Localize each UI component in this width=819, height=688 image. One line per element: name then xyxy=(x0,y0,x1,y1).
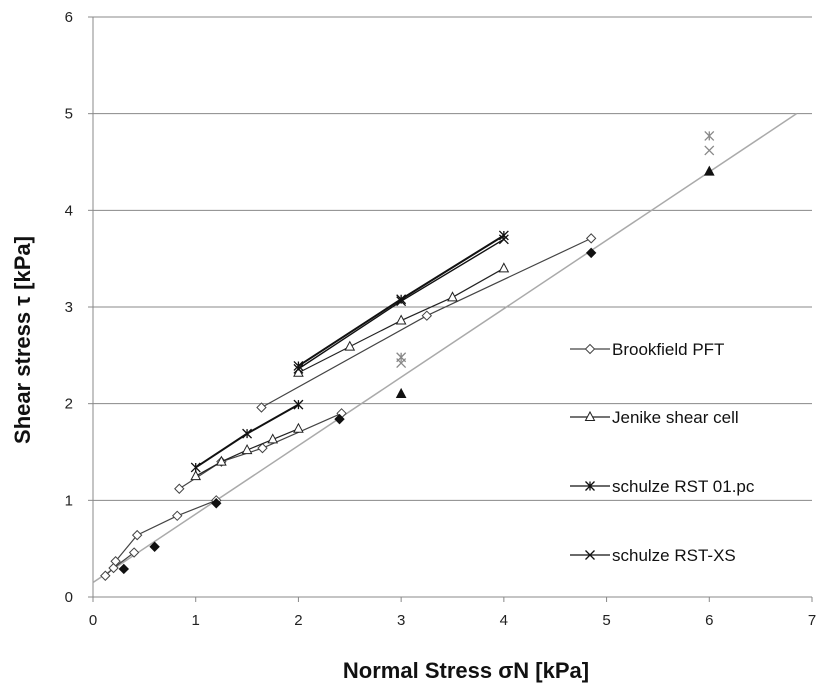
legend-item: schulze RST 01.pc xyxy=(570,477,755,496)
data-point xyxy=(241,443,253,455)
y-tick-label: 1 xyxy=(65,492,73,509)
data-point xyxy=(585,481,595,491)
legend-item: schulze RST-XS xyxy=(570,546,736,565)
data-point xyxy=(293,422,304,433)
data-point xyxy=(334,413,345,425)
legend-label: schulze RST-XS xyxy=(612,546,736,565)
data-point xyxy=(421,310,433,321)
y-tick-label: 3 xyxy=(65,299,73,316)
data-point xyxy=(257,442,268,454)
series-line xyxy=(298,238,505,370)
legend: Brookfield PFT Jenike shear cell schulze R… xyxy=(570,340,755,565)
reference-line xyxy=(92,113,798,584)
data-point xyxy=(396,358,407,369)
legend-label: Brookfield PFT xyxy=(612,340,724,359)
x-tick-label: 4 xyxy=(500,612,508,629)
data-point xyxy=(128,547,140,558)
legend-label: Jenike shear cell xyxy=(612,408,739,427)
data-point xyxy=(118,563,130,575)
reference-line-layer xyxy=(92,113,798,584)
x-tick-label: 7 xyxy=(808,612,816,629)
series-2 xyxy=(190,230,509,473)
legend-item: Jenike shear cell xyxy=(570,408,739,427)
x-axis-title: Normal Stress σN [kPa] xyxy=(343,658,589,683)
data-point xyxy=(498,262,510,273)
series-1 xyxy=(190,262,510,481)
axes xyxy=(88,16,813,602)
data-point xyxy=(216,455,227,466)
data-point xyxy=(395,387,407,398)
data-point xyxy=(293,399,304,410)
data-point xyxy=(704,145,715,156)
y-tick-label: 2 xyxy=(65,396,73,413)
y-tick-label: 6 xyxy=(65,9,73,26)
legend-item: Brookfield PFT xyxy=(570,340,724,359)
data-point xyxy=(256,402,267,413)
series-line xyxy=(261,237,592,409)
data-point xyxy=(131,529,143,541)
data-point xyxy=(149,541,160,552)
x-tick-label: 6 xyxy=(705,612,713,629)
series-layer xyxy=(100,230,597,581)
data-point xyxy=(110,556,121,567)
data-point xyxy=(190,470,202,481)
extra-points-layer xyxy=(118,130,715,575)
gridlines xyxy=(93,16,812,501)
data-point xyxy=(584,410,596,421)
x-tick-label: 5 xyxy=(602,612,610,629)
y-tick-label: 4 xyxy=(65,202,73,219)
data-point xyxy=(703,165,715,176)
data-point xyxy=(174,483,185,494)
data-point xyxy=(242,428,253,439)
y-axis-title: Shear stress τ [kPa] xyxy=(10,236,35,444)
data-point xyxy=(585,247,597,259)
data-point xyxy=(293,363,304,374)
data-point xyxy=(396,294,407,305)
tick-labels: 0 1 2 3 4 5 6 0 1 2 3 4 5 6 7 xyxy=(65,9,817,629)
data-point xyxy=(584,343,596,355)
data-point xyxy=(498,234,509,245)
data-point xyxy=(396,296,407,307)
data-point xyxy=(585,233,597,244)
y-tick-label: 5 xyxy=(65,106,73,123)
data-point xyxy=(211,498,222,509)
legend-label: schulze RST 01.pc xyxy=(612,477,755,496)
data-point xyxy=(585,550,595,560)
data-point xyxy=(267,433,279,444)
x-tick-label: 1 xyxy=(192,612,200,629)
data-point xyxy=(704,130,715,141)
data-point xyxy=(172,510,183,522)
data-point xyxy=(395,314,407,325)
series-line xyxy=(115,499,217,562)
data-point xyxy=(190,462,201,473)
x-tick-label: 2 xyxy=(294,612,302,629)
x-tick-label: 0 xyxy=(89,612,97,629)
series-3 xyxy=(293,234,509,374)
y-tick-label: 0 xyxy=(65,589,73,606)
x-tick-label: 3 xyxy=(397,612,405,629)
data-point xyxy=(447,291,458,302)
data-point xyxy=(344,340,356,351)
data-point xyxy=(100,570,111,581)
